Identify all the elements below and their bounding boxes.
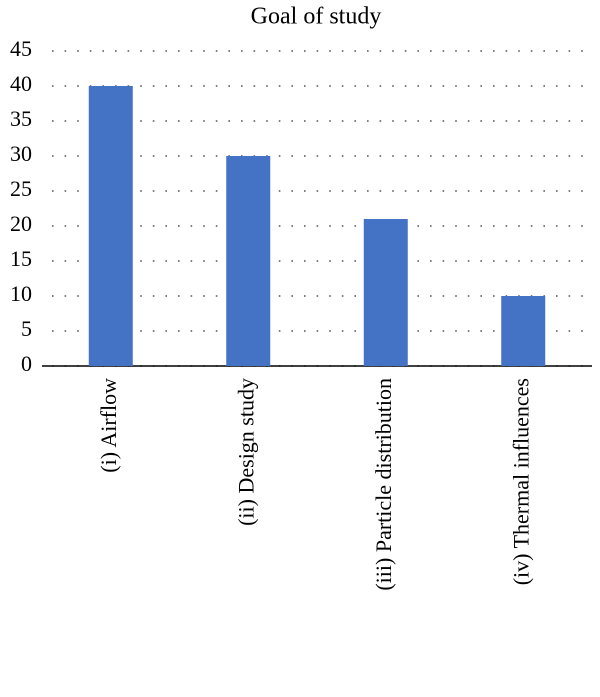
y-tick-label: 40 [10,71,32,96]
x-tick-label: (ii) Design study [233,378,258,526]
bar [88,86,133,366]
y-tick-label: 15 [10,246,32,271]
y-tick-label: 25 [10,176,32,201]
y-tick-label: 30 [10,141,32,166]
y-tick-label: 10 [10,281,32,306]
y-tick-label: 5 [21,316,32,341]
x-tick-label: (iii) Particle distribution [371,378,396,591]
bar [226,156,271,366]
x-tick-label: (iv) Thermal influences [508,378,533,585]
y-tick-label: 35 [10,106,32,131]
y-tick-label: 20 [10,211,32,236]
y-tick-label: 45 [10,36,32,61]
bar [501,296,546,366]
x-tick-label: (i) Airflow [96,378,121,473]
y-tick-label: 0 [21,351,32,376]
chart-title: Goal of study [251,4,382,30]
bar [363,219,408,366]
